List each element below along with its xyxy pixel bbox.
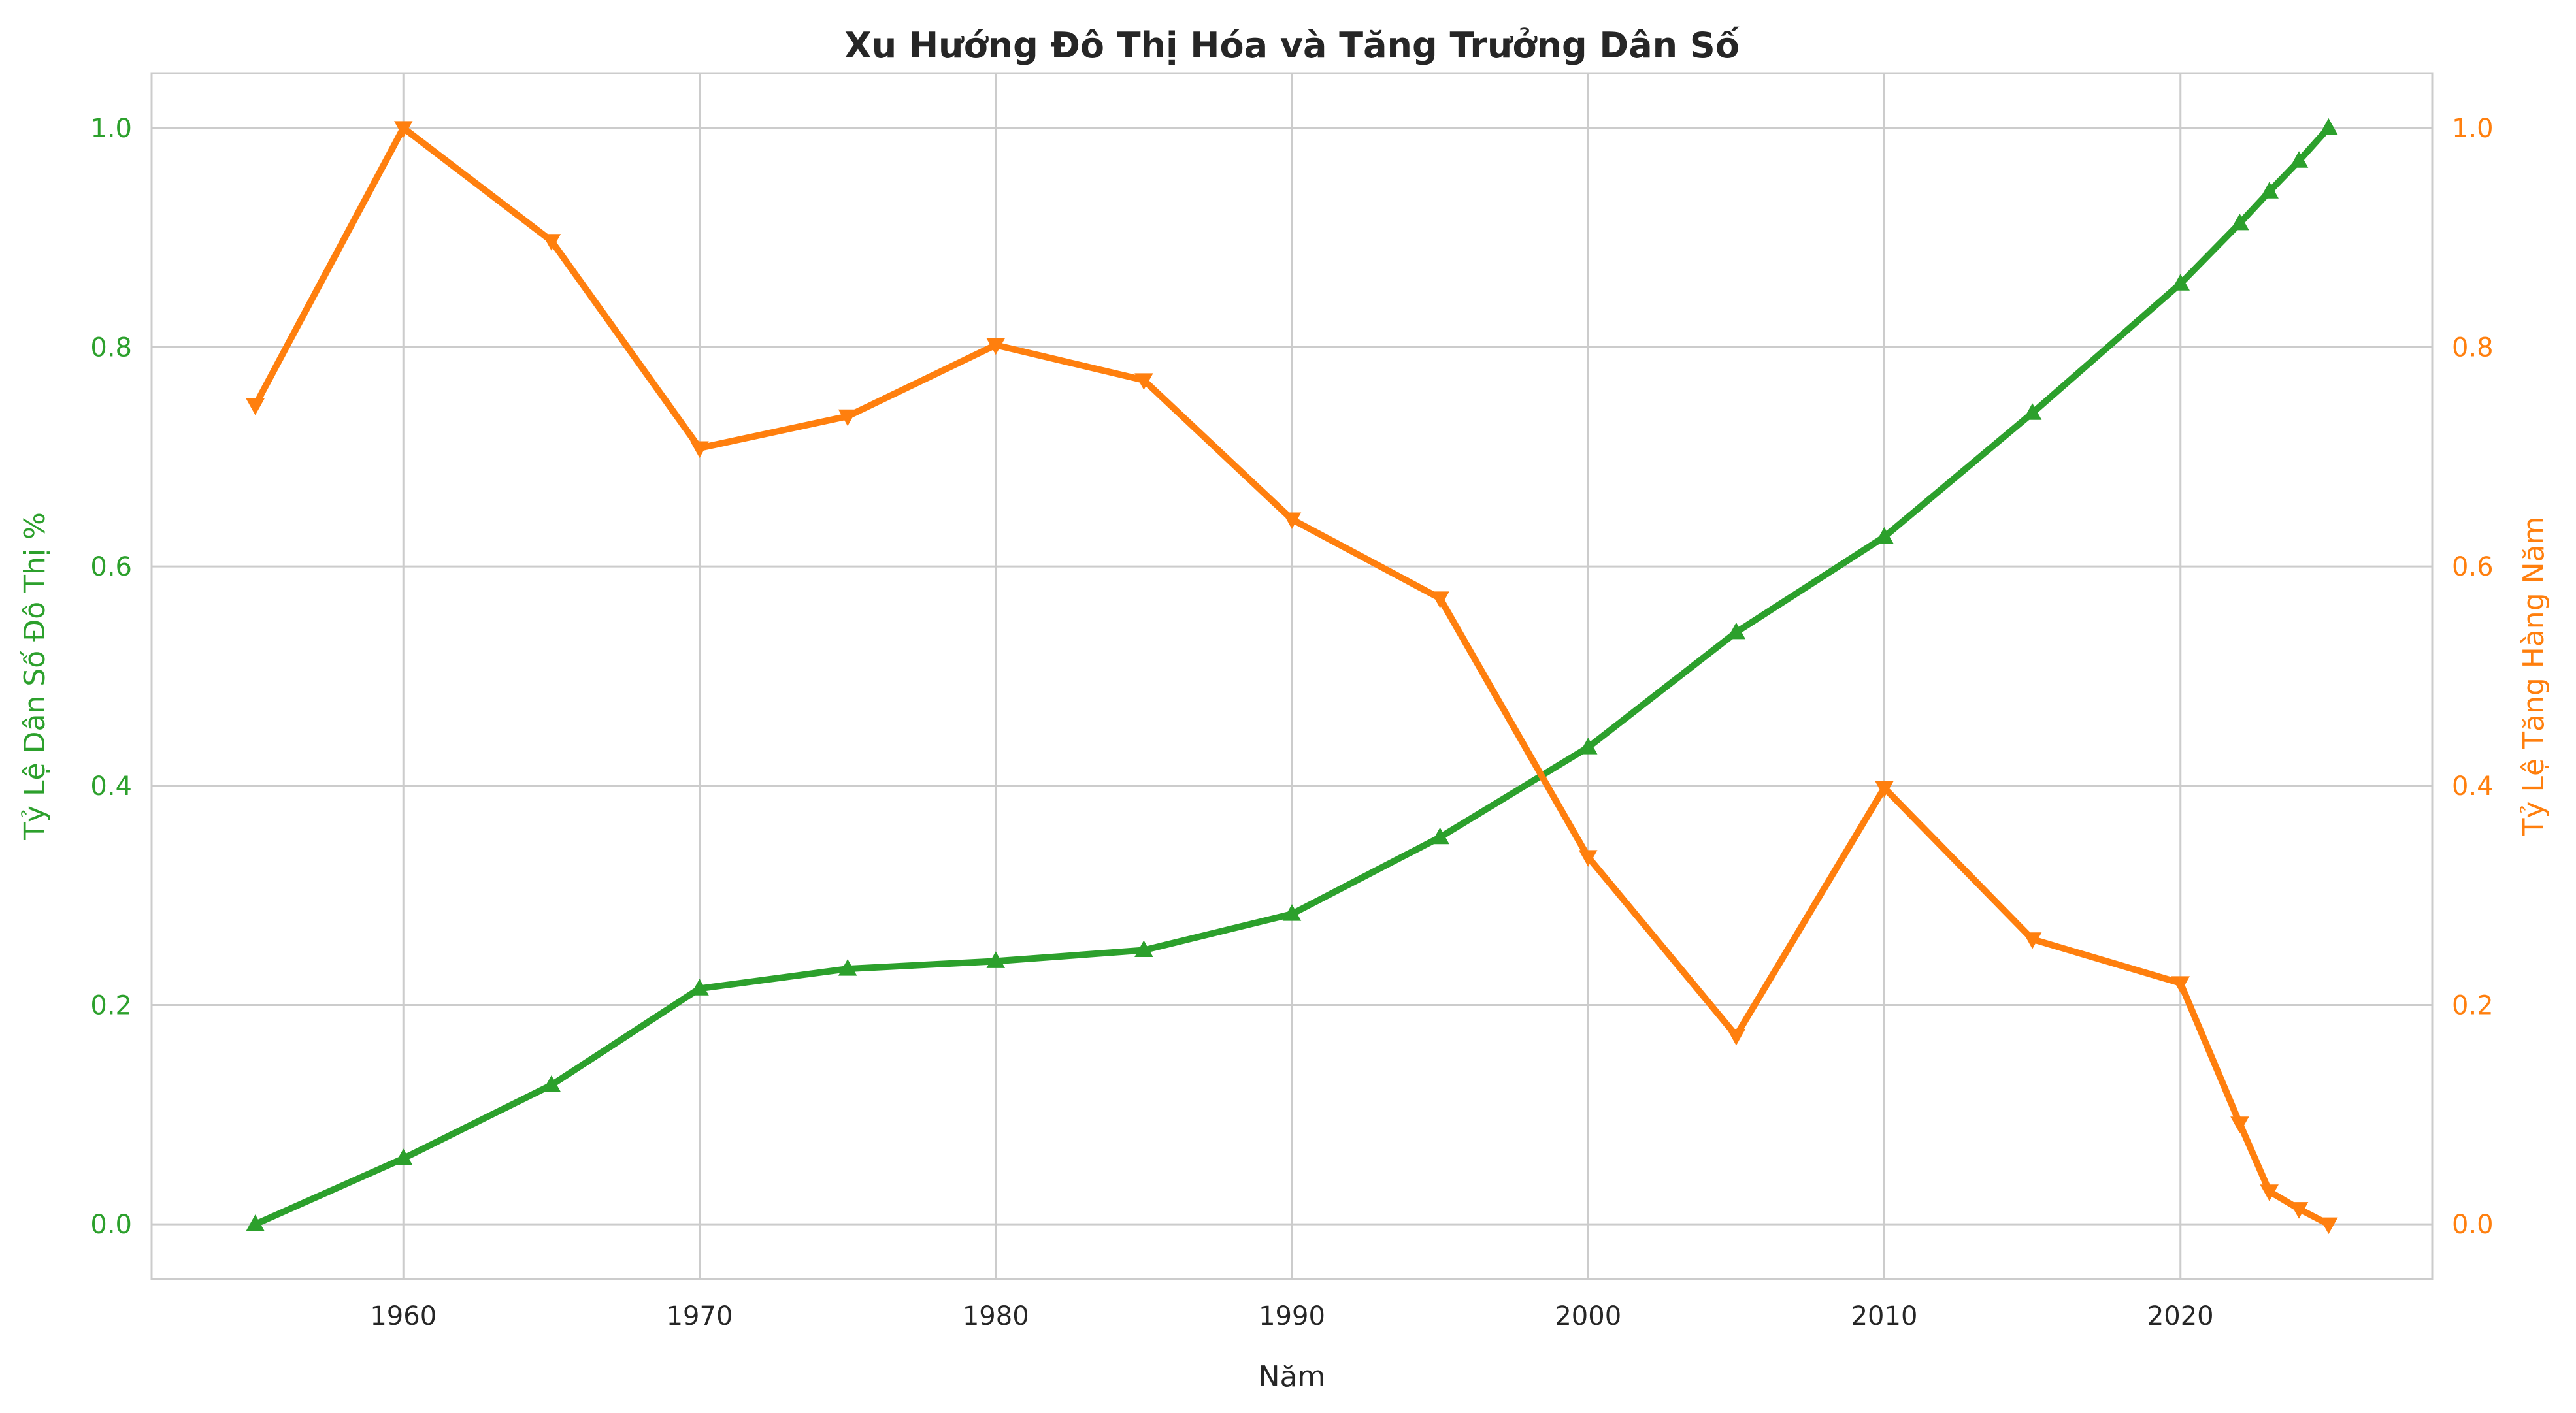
y-right-tick-label: 0.8 — [2452, 333, 2494, 363]
y-left-axis-label: Tỷ Lệ Dân Số Đô Thị % — [18, 512, 52, 841]
urban-data-point — [690, 979, 709, 996]
urban-data-point — [2319, 118, 2338, 135]
y-left-tick-label: 0.2 — [90, 990, 132, 1020]
growth-data-point — [838, 409, 857, 427]
urban-series-line — [252, 124, 2332, 1228]
growth-series-line — [252, 124, 2332, 1228]
growth-data-point — [690, 441, 709, 458]
growth-data-point — [2260, 1184, 2279, 1201]
growth-data-point — [1578, 850, 1598, 867]
y-left-tick-label: 1.0 — [90, 114, 132, 144]
urban-data-point — [394, 1148, 413, 1165]
y-right-tick-label: 0.6 — [2452, 552, 2494, 582]
x-tick-label: 2000 — [1555, 1301, 1621, 1331]
y-left-tick-labels: 0.0 0.2 0.4 0.6 0.8 1.0 — [90, 114, 132, 1240]
growth-data-point — [542, 234, 561, 251]
urban-data-point — [838, 959, 857, 976]
growth-data-point — [246, 398, 265, 415]
growth-data-point — [986, 338, 1006, 355]
urban-data-point — [246, 1214, 265, 1231]
y-right-axis-label: Tỷ Lệ Tăng Hàng Năm — [2517, 517, 2551, 837]
urban-data-point — [1430, 827, 1449, 845]
x-tick-label: 1960 — [370, 1301, 437, 1331]
urban-data-point — [2023, 403, 2042, 420]
x-tick-label: 1970 — [667, 1301, 733, 1331]
urban-data-point — [1282, 904, 1302, 921]
urban-data-point — [1726, 622, 1746, 640]
growth-data-point — [1430, 591, 1449, 608]
x-tick-label: 2010 — [1851, 1301, 1918, 1331]
growth-data-point — [2230, 1116, 2249, 1133]
y-left-tick-label: 0.0 — [90, 1210, 132, 1240]
y-right-tick-label: 1.0 — [2452, 114, 2494, 144]
growth-data-point — [1726, 1028, 1746, 1046]
x-tick-label: 1990 — [1259, 1301, 1325, 1331]
x-tick-label: 1980 — [963, 1301, 1029, 1331]
y-right-tick-label: 0.0 — [2452, 1210, 2494, 1240]
y-right-tick-labels: 0.0 0.2 0.4 0.6 0.8 1.0 — [2452, 114, 2494, 1240]
grid-lines — [152, 73, 2432, 1279]
urban-data-point — [2260, 182, 2279, 199]
plot-frame — [150, 72, 2434, 1280]
urban-data-point — [1134, 940, 1153, 958]
y-left-tick-label: 0.4 — [90, 771, 132, 802]
growth-data-point — [2023, 932, 2042, 949]
growth-data-point — [2171, 976, 2190, 993]
growth-data-point — [2289, 1202, 2309, 1219]
urban-data-point — [542, 1075, 561, 1092]
growth-data-point — [1875, 781, 1894, 798]
y-right-tick-label: 0.2 — [2452, 990, 2494, 1020]
y-left-tick-label: 0.8 — [90, 333, 132, 363]
urban-data-point — [1875, 527, 1894, 544]
growth-data-point — [2319, 1217, 2338, 1235]
x-tick-label: 2020 — [2147, 1301, 2214, 1331]
y-left-tick-label: 0.6 — [90, 552, 132, 582]
y-right-tick-label: 0.4 — [2452, 771, 2494, 802]
growth-data-point — [1134, 373, 1153, 390]
urban-data-point — [1578, 738, 1598, 755]
chart-title: Xu Hướng Đô Thị Hóa và Tăng Trưởng Dân S… — [844, 25, 1740, 66]
urban-data-point — [2230, 213, 2249, 231]
urban-data-point — [2289, 151, 2309, 168]
growth-data-point — [394, 121, 413, 138]
urban-data-point — [986, 951, 1006, 968]
growth-data-point — [1282, 512, 1302, 530]
urban-data-point — [2171, 274, 2190, 291]
x-axis-label: Năm — [1259, 1360, 1326, 1393]
series-layer — [246, 118, 2338, 1235]
x-tick-labels: 1960 1970 1980 1990 2000 2010 2020 — [370, 1301, 2213, 1331]
